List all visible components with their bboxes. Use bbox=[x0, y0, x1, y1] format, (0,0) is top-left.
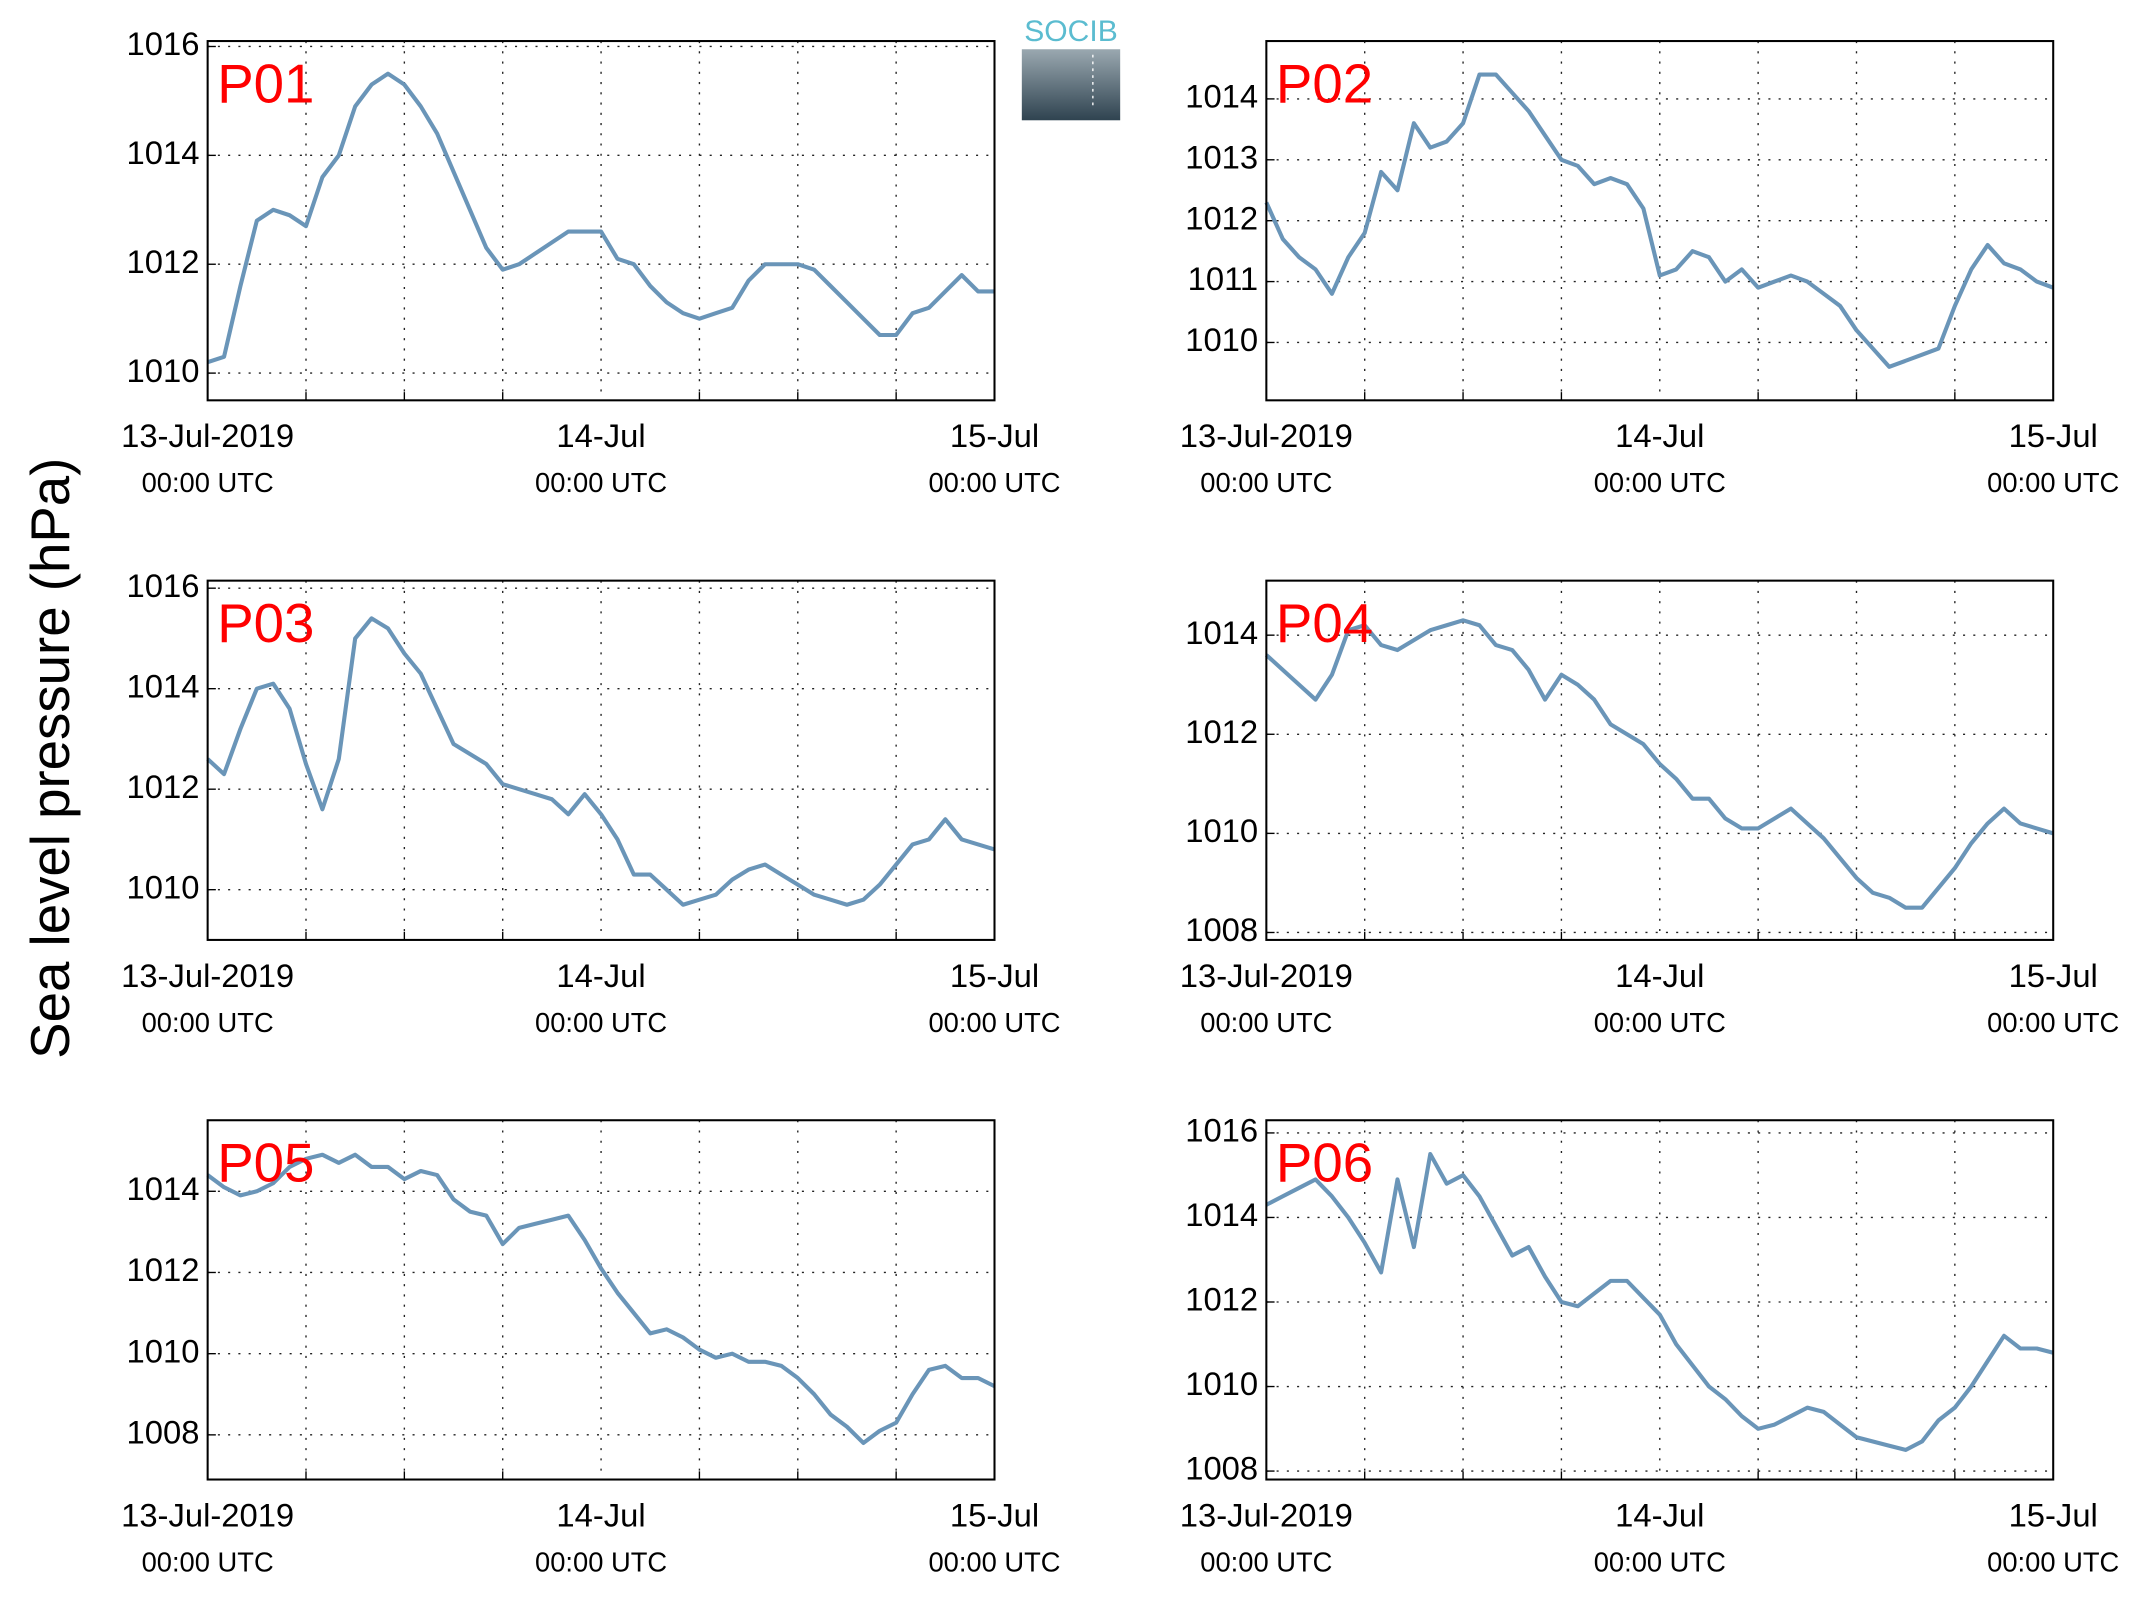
x-tick-sublabel: 00:00 UTC bbox=[1987, 467, 2119, 498]
y-tick-label: 1014 bbox=[127, 134, 200, 171]
x-tick-sublabel: 00:00 UTC bbox=[1200, 467, 1332, 498]
data-line bbox=[206, 1152, 996, 1446]
x-tick-label: 14-Jul bbox=[1615, 957, 1704, 994]
y-tick-label: 1010 bbox=[1185, 1365, 1258, 1402]
y-tick-label: 1011 bbox=[1188, 260, 1258, 297]
data-line bbox=[206, 616, 996, 907]
x-tick-label: 15-Jul bbox=[950, 1496, 1039, 1533]
data-line bbox=[206, 71, 995, 365]
x-tick-label: 13-Jul-2019 bbox=[121, 417, 294, 454]
x-tick-label: 14-Jul bbox=[556, 417, 645, 454]
logo-box bbox=[1021, 49, 1121, 121]
data-line bbox=[1264, 618, 2054, 910]
plot-frame bbox=[206, 1119, 996, 1481]
y-tick-label: 1014 bbox=[127, 1170, 200, 1207]
x-tick-sublabel: 00:00 UTC bbox=[1594, 1546, 1726, 1577]
x-tick-label: 14-Jul bbox=[556, 957, 645, 994]
x-tick-label: 14-Jul bbox=[1615, 1496, 1704, 1533]
data-line bbox=[1265, 1152, 2054, 1452]
x-tick-sublabel: 00:00 UTC bbox=[535, 1007, 667, 1038]
y-tick-label: 1012 bbox=[1185, 1281, 1258, 1318]
y-tick-label: 1012 bbox=[127, 243, 200, 280]
y-tick-label: 1013 bbox=[1185, 138, 1258, 175]
y-tick-label: 1008 bbox=[127, 1414, 200, 1451]
x-tick-label: 15-Jul bbox=[950, 957, 1039, 994]
y-tick-label: 1016 bbox=[1185, 1112, 1258, 1149]
y-tick-label: 1014 bbox=[1185, 1196, 1258, 1233]
y-axis-label: Sea level pressure (hPa) bbox=[20, 458, 81, 1059]
x-tick-sublabel: 00:00 UTC bbox=[1594, 1007, 1726, 1038]
plot-frame bbox=[1265, 1119, 2055, 1481]
x-tick-label: 14-Jul bbox=[1615, 417, 1704, 454]
x-tick-label: 15-Jul bbox=[950, 417, 1039, 454]
x-tick-label: 15-Jul bbox=[2009, 957, 2098, 994]
x-tick-sublabel: 00:00 UTC bbox=[142, 1546, 274, 1577]
y-tick-label: 1014 bbox=[127, 667, 200, 704]
plot-frame bbox=[206, 40, 996, 402]
x-tick-sublabel: 00:00 UTC bbox=[1987, 1007, 2119, 1038]
x-tick-sublabel: 00:00 UTC bbox=[1200, 1546, 1332, 1577]
panel-title: P02 bbox=[1276, 54, 1373, 115]
x-tick-sublabel: 00:00 UTC bbox=[928, 1007, 1060, 1038]
x-tick-sublabel: 00:00 UTC bbox=[535, 1546, 667, 1577]
x-tick-sublabel: 00:00 UTC bbox=[1200, 1007, 1332, 1038]
x-tick-label: 13-Jul-2019 bbox=[121, 1496, 294, 1533]
y-tick-label: 1010 bbox=[1185, 321, 1258, 358]
x-tick-label: 13-Jul-2019 bbox=[121, 957, 294, 994]
x-tick-sublabel: 00:00 UTC bbox=[928, 467, 1060, 498]
y-tick-label: 1008 bbox=[1185, 911, 1258, 948]
plot-frame bbox=[1265, 40, 2055, 402]
y-tick-label: 1010 bbox=[127, 1332, 200, 1369]
x-tick-label: 13-Jul-2019 bbox=[1180, 417, 1353, 454]
x-tick-sublabel: 00:00 UTC bbox=[142, 1007, 274, 1038]
y-tick-label: 1012 bbox=[127, 1251, 200, 1288]
x-tick-sublabel: 00:00 UTC bbox=[1594, 467, 1726, 498]
x-tick-label: 14-Jul bbox=[556, 1496, 645, 1533]
x-tick-label: 15-Jul bbox=[2009, 417, 2098, 454]
y-tick-label: 1008 bbox=[1185, 1450, 1258, 1487]
panel-title: P01 bbox=[217, 54, 314, 115]
panel-title: P04 bbox=[1276, 593, 1373, 654]
x-tick-sublabel: 00:00 UTC bbox=[928, 1546, 1060, 1577]
data-line bbox=[1264, 72, 2054, 369]
x-tick-sublabel: 00:00 UTC bbox=[535, 467, 667, 498]
logo: SOCIB bbox=[1024, 15, 1118, 48]
y-tick-label: 1010 bbox=[127, 352, 200, 389]
y-tick-label: 1014 bbox=[1185, 614, 1258, 651]
plot-frame bbox=[206, 579, 996, 941]
x-tick-label: 13-Jul-2019 bbox=[1180, 1496, 1353, 1533]
y-tick-label: 1010 bbox=[1185, 812, 1258, 849]
x-tick-label: 15-Jul bbox=[2009, 1496, 2098, 1533]
x-tick-label: 13-Jul-2019 bbox=[1180, 957, 1353, 994]
x-tick-sublabel: 00:00 UTC bbox=[142, 467, 274, 498]
y-tick-label: 1014 bbox=[1185, 78, 1258, 115]
y-tick-label: 1012 bbox=[1185, 713, 1258, 750]
y-tick-label: 1012 bbox=[127, 768, 200, 805]
y-tick-label: 1012 bbox=[1185, 199, 1258, 236]
y-tick-label: 1016 bbox=[127, 567, 200, 604]
panel-title: P03 bbox=[217, 593, 314, 654]
y-tick-label: 1016 bbox=[127, 25, 200, 62]
panel-title: P06 bbox=[1276, 1133, 1373, 1194]
plot-frame bbox=[1265, 579, 2055, 941]
y-tick-label: 1010 bbox=[127, 868, 200, 905]
panel-title: P05 bbox=[217, 1133, 314, 1194]
x-tick-sublabel: 00:00 UTC bbox=[1987, 1546, 2119, 1577]
